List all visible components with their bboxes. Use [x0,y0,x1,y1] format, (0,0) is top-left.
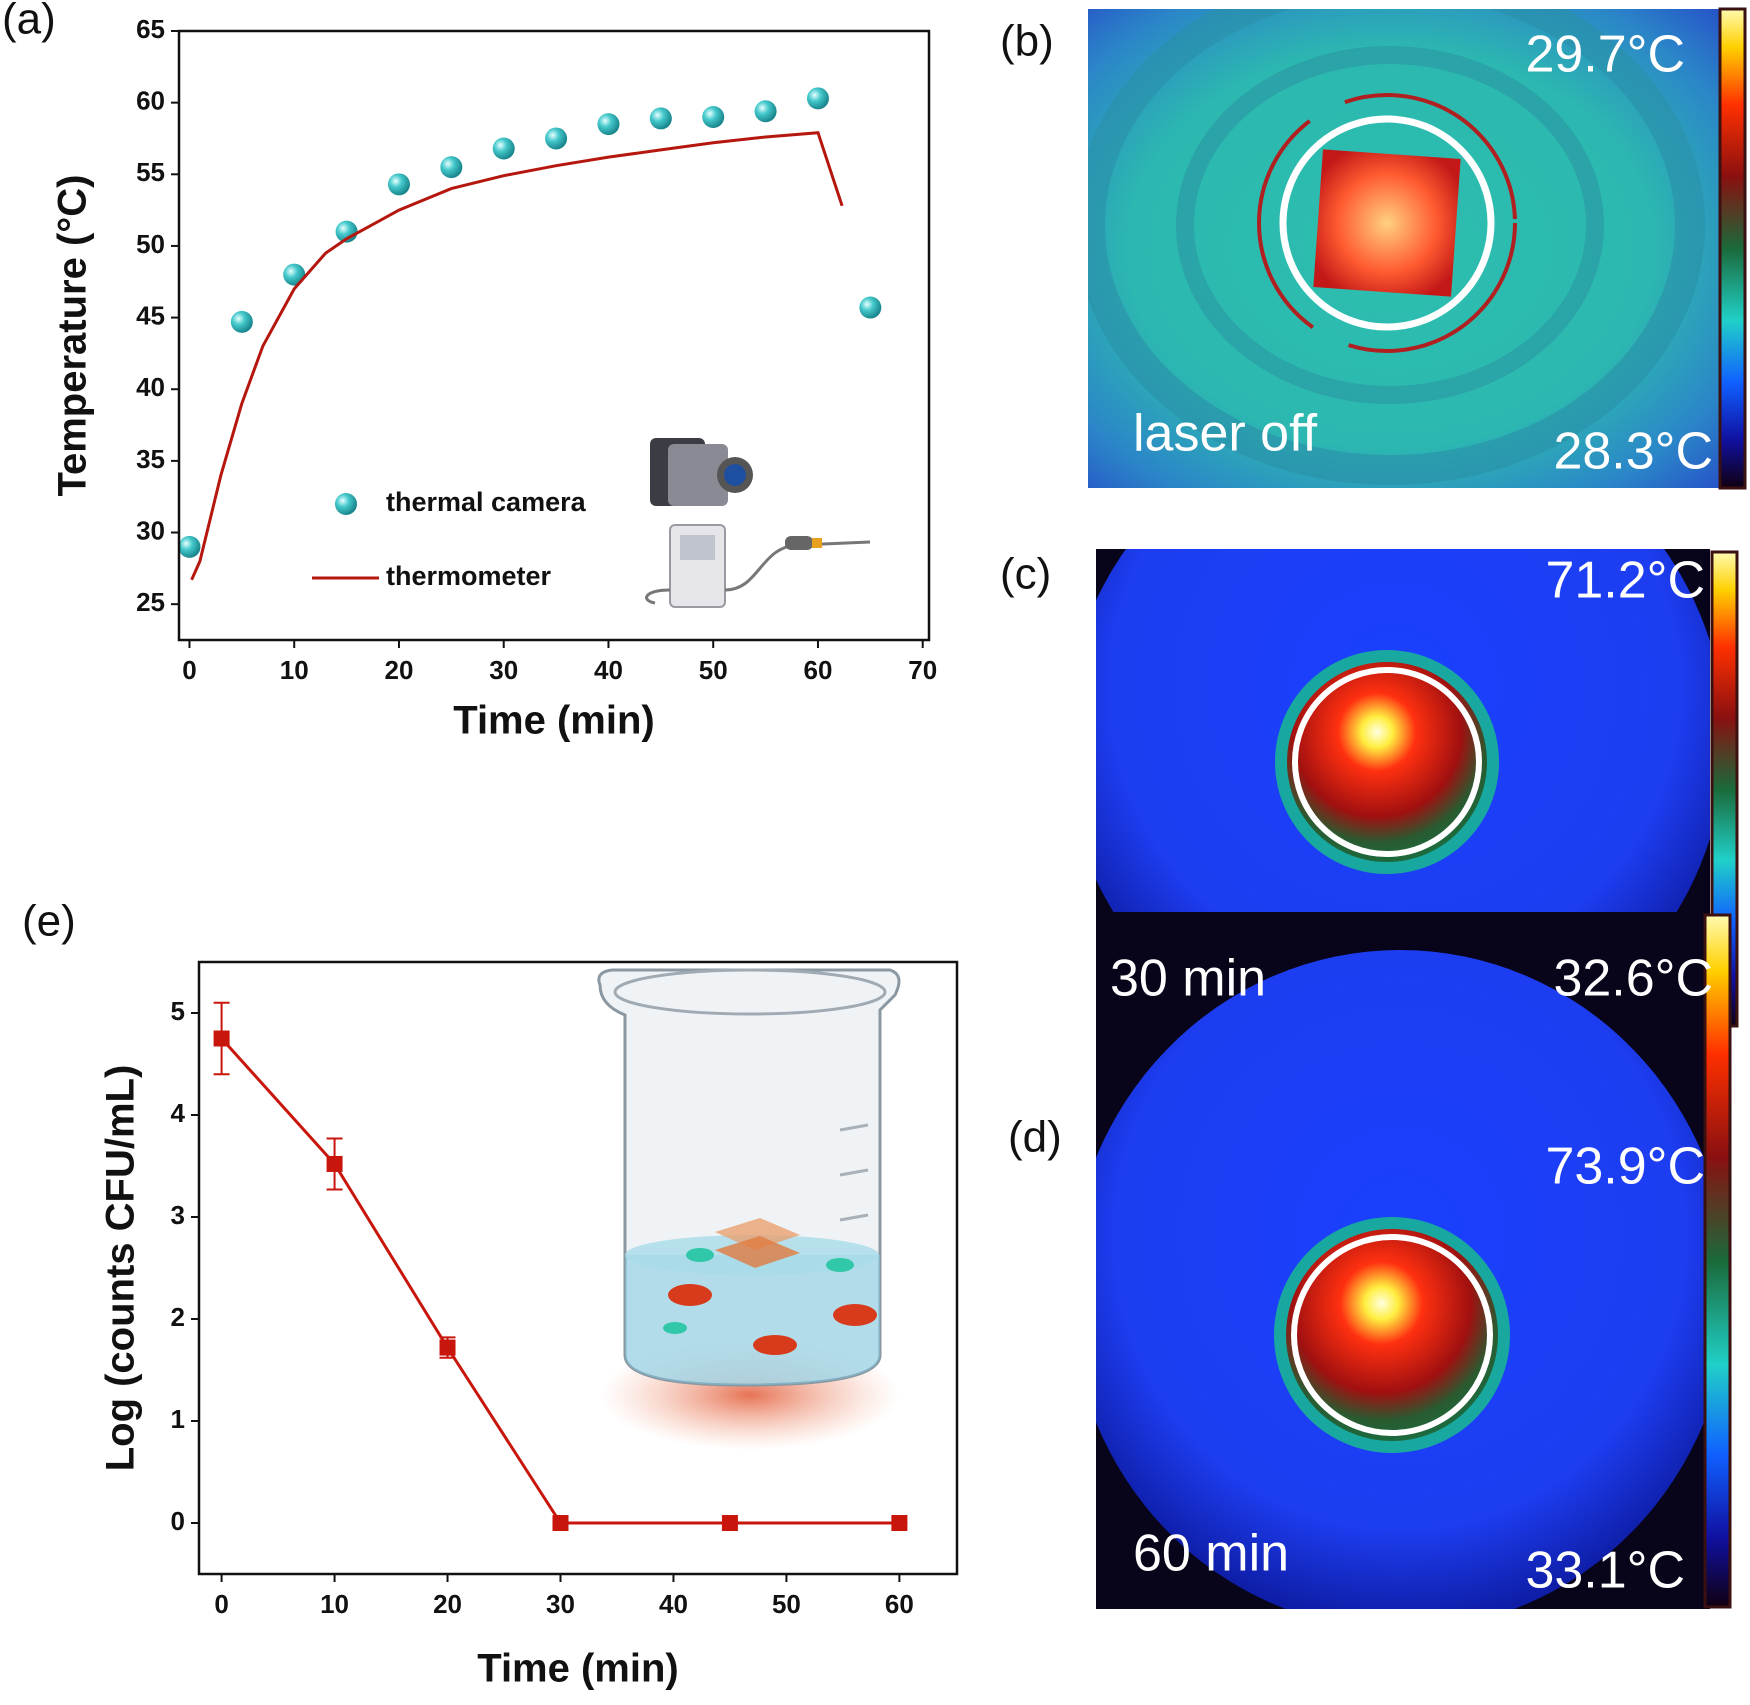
y-tick-label: 65 [136,14,165,44]
legend-label: thermometer [386,561,552,591]
data-point [492,137,515,160]
image-caption: laser off [1133,405,1318,463]
x-axis-title: Time (min) [477,1647,679,1691]
data-point [597,113,620,136]
legend-marker [335,493,357,515]
max-temperature: 73.9°C [1545,1138,1705,1196]
y-tick-label: 5 [171,996,185,1026]
max-temperature: 71.2°C [1545,552,1705,610]
y-tick-label: 35 [136,444,165,474]
x-tick-label: 0 [214,1589,228,1619]
y-tick-label: 55 [136,157,165,187]
x-axis-title: Time (min) [453,699,655,743]
y-axis-title: Temperature (°C) [51,175,95,497]
panel-label: (d) [1008,1113,1062,1162]
y-axis-title: Log (counts CFU/mL) [99,1065,143,1472]
data-point [649,107,672,130]
data-marker [721,1515,738,1531]
min-temperature: 33.1°C [1525,1542,1685,1600]
y-tick-label: 4 [171,1098,186,1128]
y-tick-label: 1 [171,1404,185,1434]
min-temperature: 32.6°C [1553,950,1713,1008]
thermal-image-d [1096,912,1732,1609]
image-caption: 30 min [1110,950,1266,1008]
panel-label: (e) [22,897,76,946]
data-line [220,1037,900,1525]
panel-label: (a) [2,0,56,44]
data-point [387,173,410,196]
y-tick-label: 0 [171,1506,185,1536]
y-tick-label: 30 [136,515,165,545]
x-tick-label: 70 [908,655,937,685]
max-temperature: 29.7°C [1525,26,1685,84]
data-marker [213,1030,230,1047]
data-point [230,310,253,333]
y-tick-label: 3 [171,1200,185,1230]
y-tick-label: 45 [136,300,165,330]
data-point [178,535,201,558]
data-point [702,105,725,128]
thermal-labels: 29.7°C 28.3°C laser off 71.2°C 32.6°C 30… [1110,26,1713,1600]
x-tick-label: 10 [280,655,309,685]
x-tick-label: 30 [546,1589,575,1619]
plot-frame [177,29,931,642]
data-point [806,87,829,110]
data-marker [326,1155,343,1172]
thermal-image-b [1088,7,1747,490]
y-tick-label: 40 [136,372,165,402]
chart: 0 10 20 30 40 50 60 70 25 30 35 40 45 50 55 60 65 Time (m… [51,14,938,743]
x-tick-label: 40 [594,655,623,685]
min-temperature: 28.3°C [1553,423,1713,481]
x-tick-label: 20 [433,1589,462,1619]
data-marker [552,1515,569,1531]
x-tick-label: 30 [489,655,518,685]
x-tick-label: 50 [699,655,728,685]
data-line [190,131,844,581]
data-marker [439,1339,456,1356]
x-tick-label: 50 [772,1589,801,1619]
y-tick-label: 50 [136,229,165,259]
data-point [283,263,306,286]
y-tick-label: 60 [136,86,165,116]
y-tick-label: 2 [171,1302,185,1332]
data-point [754,100,777,123]
chart: 0 10 20 30 40 50 60 0 1 2 3 4 5 Time (min) Log (counts… [99,960,959,1691]
x-tick-label: 40 [659,1589,688,1619]
image-caption: 60 min [1133,1525,1289,1583]
panel-labels: (a) (e) (b) (c) (d) [2,0,1062,1162]
legend: thermal camera thermometer [312,487,587,591]
panel-label: (c) [1000,550,1051,599]
x-tick-label: 0 [182,655,196,685]
data-point [440,156,463,179]
y-tick-label: 25 [136,587,165,617]
x-tick-label: 60 [804,655,833,685]
data-point [859,296,882,319]
data-marker [891,1515,908,1531]
instrument-icons [645,438,871,608]
panel-label: (b) [1000,17,1054,66]
x-tick-label: 60 [885,1589,914,1619]
data-point [545,127,568,150]
plot-frame [197,960,959,1576]
x-tick-label: 20 [385,655,414,685]
beaker-illustration [597,968,901,1450]
legend-label: thermal camera [386,487,587,517]
x-tick-label: 10 [320,1589,349,1619]
